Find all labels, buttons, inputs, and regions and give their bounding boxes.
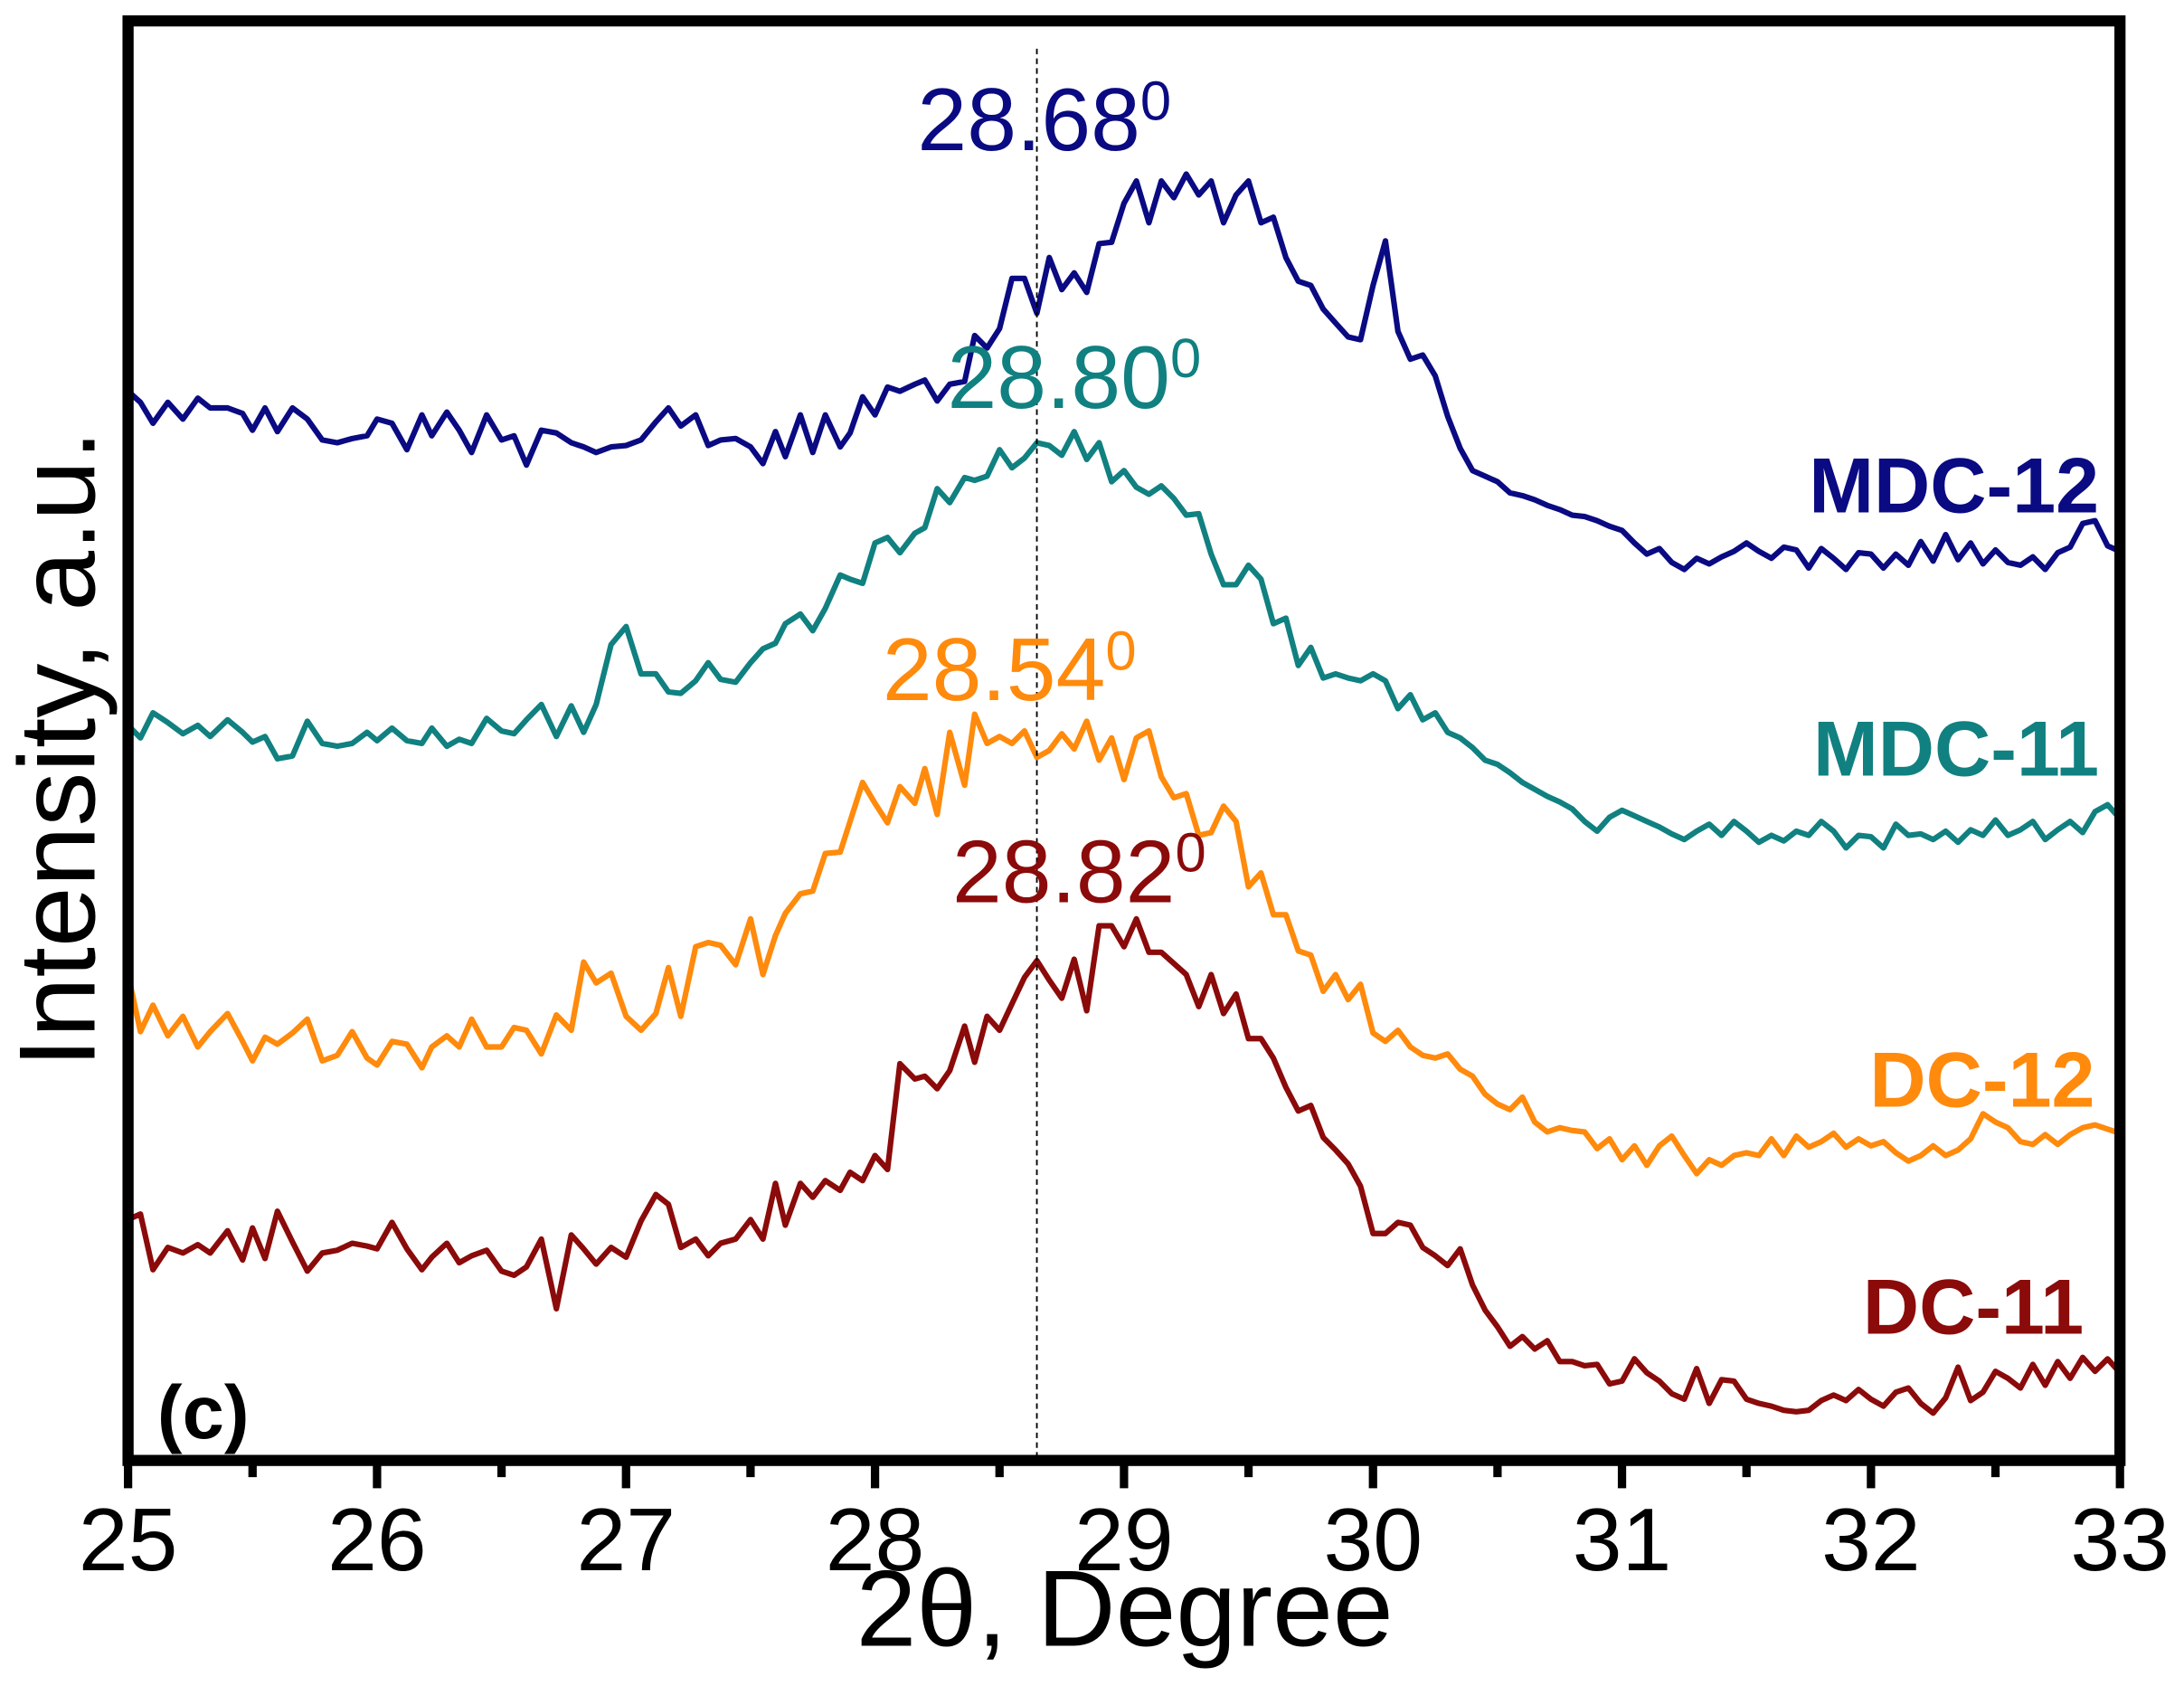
peak-label-dc-11: 28.820 — [952, 821, 1206, 921]
x-tick-label: 31 — [1573, 1490, 1672, 1589]
peak-label-mdc-11: 28.800 — [947, 327, 1201, 427]
x-tick-label: 33 — [2070, 1490, 2170, 1589]
series-name-layer: MDC-12 MDC-11 DC-12 DC-11 — [1809, 442, 2099, 1350]
x-tick-label: 28 — [826, 1490, 925, 1589]
series-line-dc-11 — [127, 915, 2123, 1416]
series-name-dc-12: DC-12 — [1869, 1037, 2094, 1124]
panel-label: (c) — [157, 1370, 250, 1454]
series-name-mdc-12: MDC-12 — [1809, 442, 2099, 529]
series-line-mdc-12 — [126, 171, 2122, 573]
series-line-dc-12 — [125, 711, 2122, 1177]
series-name-dc-11: DC-11 — [1863, 1264, 2084, 1351]
series-line-mdc-11 — [126, 429, 2123, 851]
y-axis-title: Intensity, a.u. — [0, 431, 118, 1068]
x-axis-title: 2θ, Degree — [856, 1548, 1394, 1669]
x-tick-label: 27 — [576, 1490, 676, 1589]
peak-label-mdc-12: 28.680 — [917, 70, 1171, 169]
x-axis-ticks: 25 26 27 28 29 30 31 32 33 — [79, 1460, 2170, 1589]
x-tick-label: 32 — [1821, 1490, 1921, 1589]
series-name-mdc-11: MDC-11 — [1813, 706, 2099, 792]
x-tick-label: 25 — [79, 1490, 178, 1589]
x-tick-label: 30 — [1323, 1490, 1423, 1589]
x-tick-label: 26 — [327, 1490, 427, 1589]
x-tick-label: 29 — [1074, 1490, 1174, 1589]
peak-label-layer: 28.680 28.800 28.540 28.820 — [883, 70, 1206, 921]
series-layer — [125, 171, 2123, 1416]
peak-label-dc-12: 28.540 — [883, 620, 1137, 719]
